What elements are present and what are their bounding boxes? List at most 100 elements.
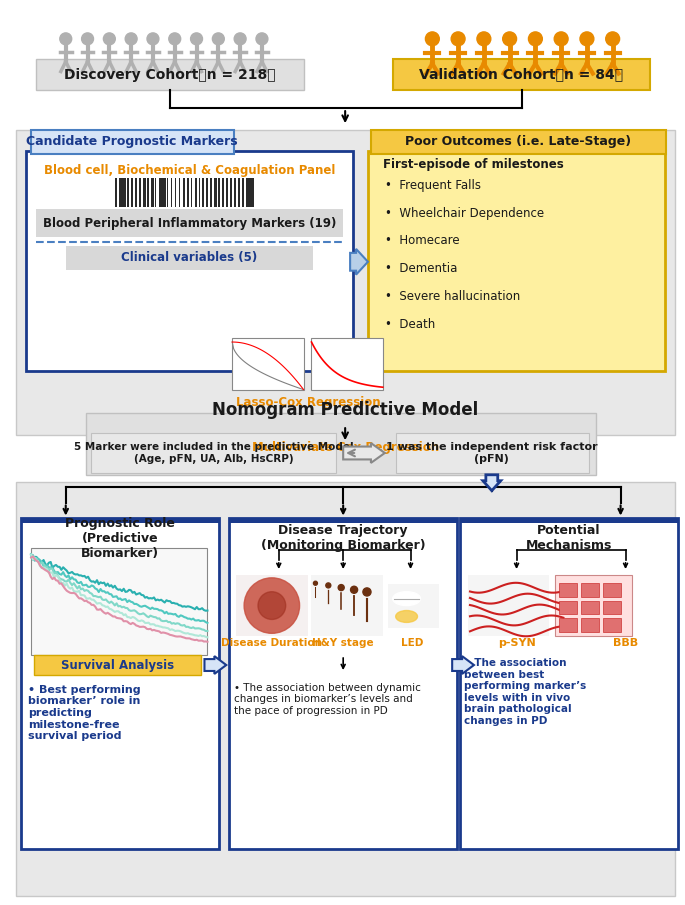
FancyBboxPatch shape <box>234 177 236 207</box>
Circle shape <box>60 33 72 44</box>
FancyBboxPatch shape <box>229 519 457 523</box>
Text: •  Dementia: • Dementia <box>385 262 457 275</box>
FancyBboxPatch shape <box>232 338 303 389</box>
FancyBboxPatch shape <box>219 177 220 207</box>
Circle shape <box>606 32 620 46</box>
Circle shape <box>503 32 516 46</box>
Circle shape <box>244 577 299 633</box>
Bar <box>559 618 577 633</box>
FancyBboxPatch shape <box>86 414 596 475</box>
Circle shape <box>190 33 203 44</box>
FancyBboxPatch shape <box>236 575 308 636</box>
FancyArrow shape <box>204 656 226 674</box>
Circle shape <box>234 33 246 44</box>
FancyBboxPatch shape <box>230 177 232 207</box>
FancyBboxPatch shape <box>226 177 228 207</box>
FancyBboxPatch shape <box>66 246 314 270</box>
Text: Blood Peripheral Inflammatory Markers (19): Blood Peripheral Inflammatory Markers (1… <box>43 216 336 230</box>
FancyBboxPatch shape <box>90 433 336 472</box>
FancyBboxPatch shape <box>388 584 439 628</box>
Circle shape <box>326 583 331 588</box>
FancyBboxPatch shape <box>396 433 589 472</box>
Text: •  Death: • Death <box>385 318 435 330</box>
Circle shape <box>212 33 224 44</box>
Circle shape <box>554 32 568 46</box>
Circle shape <box>425 32 439 46</box>
Text: • The association
between best
performing marker’s
levels with in vivo
brain pat: • The association between best performin… <box>464 658 586 726</box>
Text: Disease Trajectory
(Monitoring Biomarker): Disease Trajectory (Monitoring Biomarker… <box>261 524 425 552</box>
FancyBboxPatch shape <box>21 519 219 523</box>
FancyBboxPatch shape <box>206 177 208 207</box>
FancyArrow shape <box>343 443 385 462</box>
Text: Multivariate Cox Regression: Multivariate Cox Regression <box>251 441 438 453</box>
Circle shape <box>314 581 317 586</box>
Circle shape <box>338 585 344 591</box>
Text: •  Frequent Falls: • Frequent Falls <box>385 179 481 192</box>
Bar <box>603 601 621 614</box>
FancyBboxPatch shape <box>393 59 650 90</box>
Text: Nomogram Predictive Model: Nomogram Predictive Model <box>212 402 478 419</box>
FancyBboxPatch shape <box>210 177 212 207</box>
Bar <box>603 583 621 596</box>
Text: Validation Cohort（n = 84）: Validation Cohort（n = 84） <box>419 68 623 81</box>
FancyBboxPatch shape <box>250 177 254 207</box>
Text: Lasso-Cox Regression: Lasso-Cox Regression <box>236 395 381 408</box>
FancyBboxPatch shape <box>368 151 665 371</box>
FancyBboxPatch shape <box>135 177 136 207</box>
FancyBboxPatch shape <box>312 575 383 636</box>
FancyBboxPatch shape <box>159 177 163 207</box>
FancyBboxPatch shape <box>183 177 185 207</box>
Bar <box>603 618 621 633</box>
Bar <box>581 583 599 596</box>
Text: Prognostic Role
(Predictive
Biomarker): Prognostic Role (Predictive Biomarker) <box>65 517 175 559</box>
FancyBboxPatch shape <box>151 177 154 207</box>
FancyBboxPatch shape <box>143 177 146 207</box>
Text: First-episode of milestones: First-episode of milestones <box>383 158 564 171</box>
FancyBboxPatch shape <box>163 177 166 207</box>
FancyBboxPatch shape <box>167 177 169 207</box>
FancyBboxPatch shape <box>31 548 208 655</box>
FancyBboxPatch shape <box>139 177 140 207</box>
FancyBboxPatch shape <box>199 177 200 207</box>
Text: •  Homecare: • Homecare <box>385 234 460 247</box>
FancyBboxPatch shape <box>175 177 176 207</box>
Circle shape <box>351 586 358 594</box>
FancyBboxPatch shape <box>21 519 219 849</box>
Text: Disease Duration: Disease Duration <box>221 638 323 648</box>
Text: •  Wheelchair Dependence: • Wheelchair Dependence <box>385 206 544 220</box>
FancyBboxPatch shape <box>16 481 675 896</box>
FancyBboxPatch shape <box>127 177 129 207</box>
FancyBboxPatch shape <box>147 177 149 207</box>
Circle shape <box>258 592 286 619</box>
Text: Discovery Cohort（n = 218）: Discovery Cohort（n = 218） <box>64 68 275 81</box>
Text: LED: LED <box>401 638 424 648</box>
Bar <box>581 601 599 614</box>
Text: 1 was the independent risk factor
(pFN): 1 was the independent risk factor (pFN) <box>386 443 597 463</box>
FancyBboxPatch shape <box>468 575 549 636</box>
FancyBboxPatch shape <box>115 177 116 207</box>
Text: • The association between dynamic
changes in biomarker’s levels and
the pace of : • The association between dynamic change… <box>234 683 421 716</box>
FancyBboxPatch shape <box>16 130 675 435</box>
Circle shape <box>451 32 465 46</box>
FancyBboxPatch shape <box>556 575 632 636</box>
Bar <box>581 618 599 633</box>
FancyArrow shape <box>483 475 501 491</box>
Text: Potential
Mechanisms: Potential Mechanisms <box>526 524 612 552</box>
FancyBboxPatch shape <box>246 177 250 207</box>
Text: 5 Marker were included in the predictive Model
(Age, pFN, UA, Alb, HsCRP): 5 Marker were included in the predictive… <box>73 443 353 463</box>
FancyBboxPatch shape <box>460 519 678 849</box>
Circle shape <box>256 33 268 44</box>
FancyBboxPatch shape <box>203 177 204 207</box>
FancyBboxPatch shape <box>155 177 156 207</box>
FancyBboxPatch shape <box>186 177 188 207</box>
Circle shape <box>103 33 115 44</box>
FancyBboxPatch shape <box>123 177 126 207</box>
FancyBboxPatch shape <box>119 177 123 207</box>
FancyBboxPatch shape <box>171 177 172 207</box>
FancyBboxPatch shape <box>223 177 224 207</box>
Circle shape <box>363 588 371 596</box>
Circle shape <box>147 33 159 44</box>
Text: • Best performing
biomarker’ role in
predicting
milestone-free
survival period: • Best performing biomarker’ role in pre… <box>28 685 140 741</box>
FancyBboxPatch shape <box>190 177 192 207</box>
FancyArrow shape <box>350 249 368 274</box>
